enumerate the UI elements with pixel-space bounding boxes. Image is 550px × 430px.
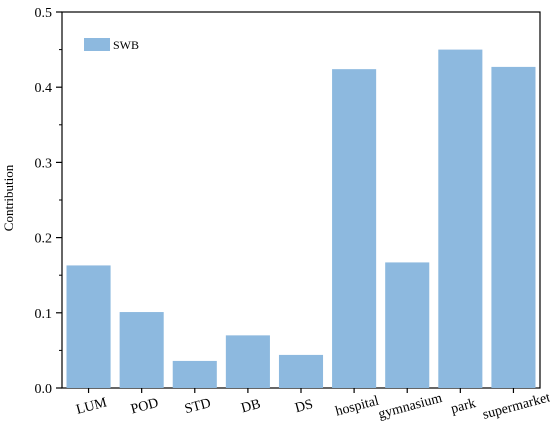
y-tick-label: 0.2 — [35, 232, 53, 247]
x-tick-label: LUM — [75, 395, 109, 418]
legend-swatch — [84, 38, 110, 51]
bar-DS — [278, 354, 324, 388]
x-tick-label: hospital — [334, 394, 381, 420]
bar-hospital — [332, 69, 377, 388]
y-ticks: 0.0 0.1 0.2 0.3 0.4 0.5 — [35, 6, 62, 397]
y-axis-label: Contribution — [1, 164, 16, 231]
bar-STD — [172, 360, 217, 388]
bars — [66, 49, 536, 389]
y-tick-label: 0.1 — [35, 307, 53, 322]
x-tick-label: DB — [240, 397, 263, 417]
bar-POD — [119, 312, 164, 388]
y-tick-label: 0.3 — [35, 156, 53, 171]
x-tick-label: DS — [294, 397, 315, 416]
x-tick-label: park — [449, 396, 477, 417]
y-tick-label: 0.4 — [35, 81, 53, 96]
x-tick-label: gymnasium — [377, 391, 444, 422]
y-tick-label: 0.5 — [35, 6, 53, 21]
legend-label: SWB — [113, 38, 139, 52]
y-tick-label: 0.0 — [35, 382, 53, 397]
bar-gymnasium — [385, 262, 430, 388]
bar-park — [438, 49, 483, 388]
bar-LUM — [66, 265, 111, 388]
x-tick-label: supermarket — [481, 390, 550, 422]
x-tick-label: STD — [183, 396, 212, 417]
legend: SWB — [84, 38, 139, 52]
x-tick-label: POD — [129, 396, 160, 418]
bar-supermarket — [491, 66, 536, 389]
bar-DB — [225, 335, 270, 388]
